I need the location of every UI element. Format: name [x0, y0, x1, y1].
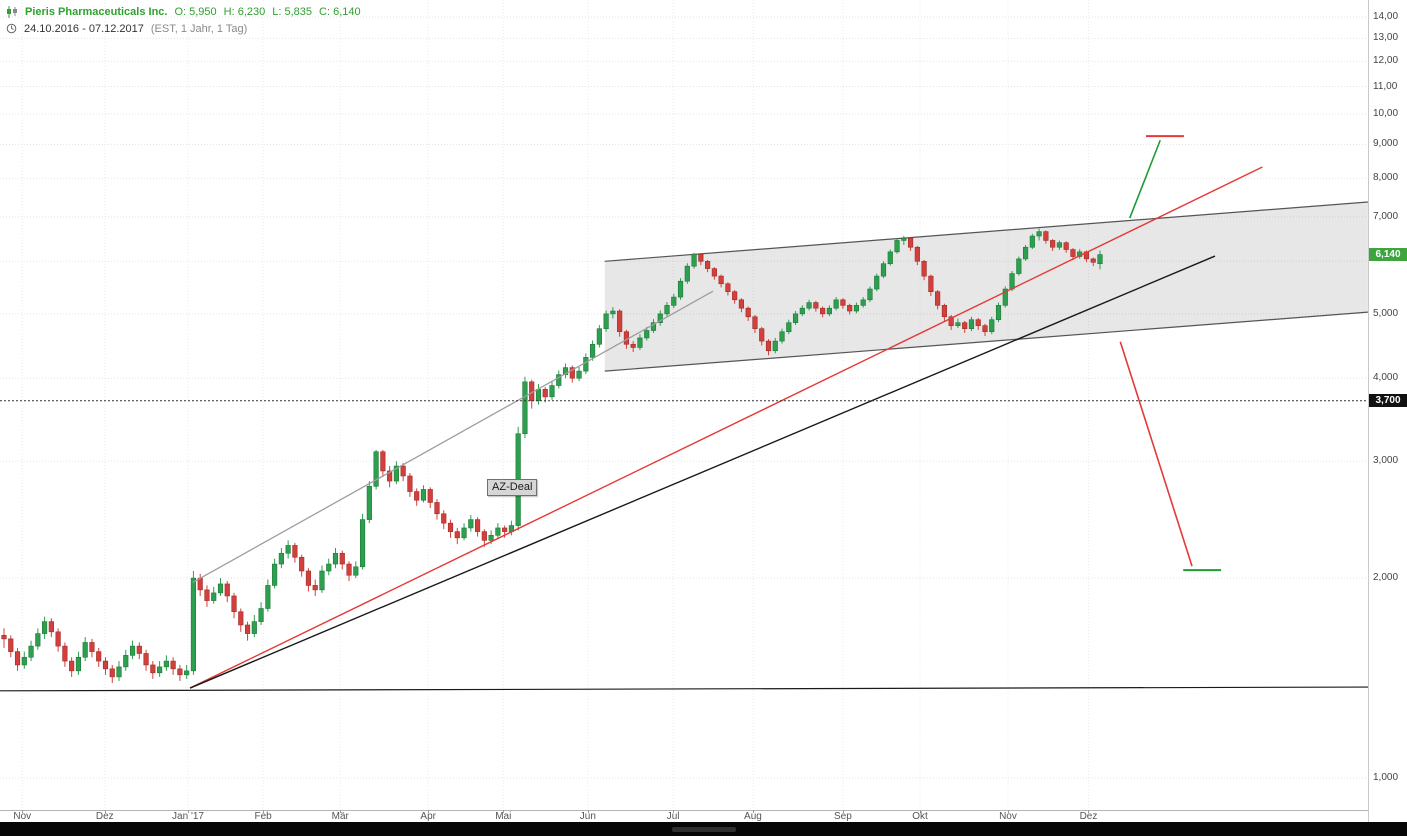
y-axis-label: 14,00 [1373, 10, 1399, 22]
y-axis-label: 3,000 [1373, 455, 1399, 467]
y-axis-label: 8,000 [1373, 172, 1399, 184]
x-axis-label: Dez [95, 811, 114, 822]
x-axis-label: Feb [254, 811, 272, 822]
x-axis-tick [188, 810, 190, 813]
x-axis-tick [1088, 810, 1090, 813]
price-axis[interactable]: 14,00 13,00 12,00 11,00 10,00 9,000 8,000 7,000… [1368, 0, 1407, 822]
x-axis-tick [842, 810, 844, 813]
x-axis-tick [22, 810, 24, 813]
ohlc-close: C: 6,140 [319, 5, 361, 18]
x-axis-tick [920, 810, 922, 813]
timeline-scrollbar[interactable] [0, 822, 1407, 836]
ohlc-high: H: 6,230 [223, 5, 266, 18]
x-axis-tick [503, 810, 505, 813]
price-chart-canvas[interactable] [0, 0, 1368, 810]
x-axis-label: Nov [999, 811, 1017, 822]
y-axis-label: 5,000 [1373, 307, 1399, 319]
x-axis-label: Sep [834, 811, 852, 822]
y-axis-label: 11,00 [1373, 80, 1398, 92]
trend-channel [604, 201, 1368, 372]
y-axis-label: 2,000 [1373, 572, 1399, 584]
candles-series [1, 228, 1103, 684]
x-axis-tick [1007, 810, 1009, 813]
ohlc-open: O: 5,950 [174, 5, 217, 18]
last-price-tag: 6,140 [1369, 248, 1407, 262]
period-info: (EST, 1 Jahr, 1 Tag) [150, 22, 248, 35]
x-axis-label: Aug [744, 811, 762, 822]
trendline-black[interactable] [189, 255, 1216, 689]
scrollbar-handle[interactable] [671, 827, 736, 832]
x-axis-label: Jun [579, 811, 596, 822]
x-axis-label: Jan '17 [172, 811, 204, 822]
y-axis-label: 10,00 [1373, 108, 1399, 119]
gridlines [0, 0, 1368, 810]
chart-legend: Pieris Pharmaceuticals Inc. O: 5,950 H: … [6, 3, 361, 37]
instrument-title[interactable]: Pieris Pharmaceuticals Inc. [25, 5, 168, 18]
clock-icon [6, 23, 17, 34]
x-axis-tick [340, 810, 342, 813]
instrument-chart-icon [6, 5, 18, 18]
y-axis-label: 12,00 [1373, 55, 1399, 67]
projection-red[interactable] [1119, 341, 1193, 567]
x-axis-label: Mär [331, 811, 349, 822]
x-axis-tick [673, 810, 675, 813]
x-axis-tick [428, 810, 430, 813]
x-axis-tick [587, 810, 589, 813]
y-axis-label: 13,00 [1373, 32, 1399, 44]
projection-green[interactable] [1129, 139, 1161, 219]
annotation-label[interactable]: AZ-Deal [487, 479, 538, 497]
x-axis-label: Mai [495, 811, 512, 822]
date-range: 24.10.2016 - 07.12.2017 [24, 22, 144, 35]
trendline-gray[interactable] [192, 290, 714, 584]
y-axis-label: 4,000 [1373, 372, 1399, 384]
ohlc-low: L: 5,835 [272, 5, 313, 18]
trendlines [0, 135, 1368, 692]
price-alert-tag: 3,700 [1369, 394, 1407, 408]
y-axis-label: 1,000 [1373, 772, 1399, 783]
trendline-red[interactable] [189, 166, 1263, 689]
x-axis-label: Okt [912, 811, 928, 822]
y-axis-label: 9,000 [1373, 138, 1399, 150]
y-axis-label: 7,000 [1373, 210, 1399, 222]
support-black[interactable] [0, 686, 1368, 692]
x-axis-tick [263, 810, 265, 813]
x-axis-tick [752, 810, 754, 813]
time-axis[interactable]: Nov Dez Jan '17 Feb Mär Apr Mai Jun Jul Aug Sep Okt… [0, 810, 1368, 822]
x-axis-tick [104, 810, 106, 813]
x-axis-label: Jul [666, 811, 680, 822]
x-axis-label: Apr [420, 811, 436, 822]
x-axis-label: Dez [1079, 811, 1098, 822]
x-axis-label: Nov [13, 811, 32, 822]
